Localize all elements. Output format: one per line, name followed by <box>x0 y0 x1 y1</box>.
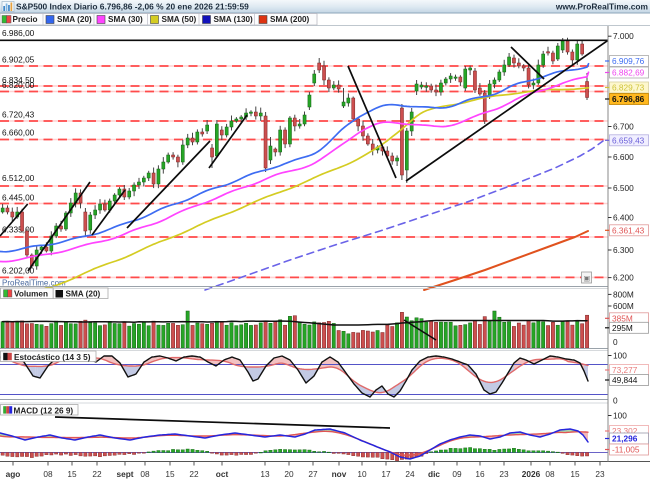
svg-text:ago: ago <box>6 469 21 479</box>
svg-text:23: 23 <box>595 469 605 479</box>
svg-text:6.335,00: 6.335,00 <box>2 225 35 235</box>
svg-text:2026: 2026 <box>522 469 541 479</box>
svg-text:23: 23 <box>499 469 509 479</box>
svg-text:09: 09 <box>452 469 462 479</box>
svg-text:6.445,00: 6.445,00 <box>2 193 35 203</box>
svg-text:0: 0 <box>613 396 618 406</box>
svg-text:6.834,50: 6.834,50 <box>2 75 35 85</box>
svg-text:6.829,73: 6.829,73 <box>612 83 645 93</box>
svg-text:73,277: 73,277 <box>612 365 638 375</box>
svg-text:08: 08 <box>43 469 53 479</box>
svg-text:6.882,69: 6.882,69 <box>612 68 645 78</box>
svg-text:6.300: 6.300 <box>613 245 634 255</box>
svg-text:6.820,00: 6.820,00 <box>2 80 35 90</box>
svg-text:15: 15 <box>67 469 77 479</box>
svg-text:6.600: 6.600 <box>613 152 634 162</box>
svg-text:6.902,05: 6.902,05 <box>2 55 35 65</box>
svg-text:MACD (12 26 9): MACD (12 26 9) <box>14 406 74 415</box>
svg-text:oct: oct <box>216 469 229 479</box>
svg-text:SMA (200): SMA (200) <box>270 15 310 24</box>
svg-text:7.000: 7.000 <box>613 31 634 41</box>
svg-text:22: 22 <box>189 469 199 479</box>
svg-text:385M: 385M <box>612 313 633 323</box>
svg-text:17: 17 <box>381 469 391 479</box>
svg-text:6.659,43: 6.659,43 <box>612 135 645 145</box>
svg-text:nov: nov <box>332 469 347 479</box>
svg-text:22: 22 <box>92 469 102 479</box>
svg-text:SMA (130): SMA (130) <box>214 15 254 24</box>
svg-text:sept: sept <box>116 469 133 479</box>
svg-text:15: 15 <box>570 469 580 479</box>
svg-text:6.361,43: 6.361,43 <box>612 225 645 235</box>
svg-text:6.700: 6.700 <box>613 122 634 132</box>
svg-text:16: 16 <box>475 469 485 479</box>
svg-text:23,302: 23,302 <box>612 426 638 436</box>
svg-text:dic: dic <box>428 469 440 479</box>
svg-text:6.909,76: 6.909,76 <box>612 56 645 66</box>
svg-text:100: 100 <box>613 351 627 361</box>
svg-text:6.400: 6.400 <box>613 213 634 223</box>
svg-text:Precio: Precio <box>13 15 38 24</box>
svg-text:S&P500 Index Diario 6.796,86 -: S&P500 Index Diario 6.796,86 -2,06 % 20 … <box>16 2 249 12</box>
svg-text:6.202,00: 6.202,00 <box>2 266 35 276</box>
svg-text:13: 13 <box>260 469 270 479</box>
svg-text:Volumen: Volumen <box>14 290 48 299</box>
svg-text:10: 10 <box>357 469 367 479</box>
svg-text:15: 15 <box>165 469 175 479</box>
svg-text:08: 08 <box>545 469 555 479</box>
svg-text:6.200: 6.200 <box>613 273 634 283</box>
svg-text:6.512,00: 6.512,00 <box>2 173 35 183</box>
svg-text:6.660,00: 6.660,00 <box>2 128 35 138</box>
svg-text:20: 20 <box>284 469 294 479</box>
svg-text:600M: 600M <box>613 301 634 311</box>
svg-text:SMA (20): SMA (20) <box>57 15 92 24</box>
svg-text:www.ProRealTime.com: www.ProRealTime.com <box>555 2 648 12</box>
svg-text:6.796,86: 6.796,86 <box>612 94 645 104</box>
svg-text:6.720,43: 6.720,43 <box>2 110 35 120</box>
svg-text:ProRealTime.com: ProRealTime.com <box>2 279 66 288</box>
svg-text:▣: ▣ <box>584 276 591 283</box>
svg-text:6.500: 6.500 <box>613 183 634 193</box>
svg-text:08: 08 <box>140 469 150 479</box>
svg-text:24: 24 <box>405 469 415 479</box>
svg-text:Estocástico (14 3 5): Estocástico (14 3 5) <box>14 353 91 362</box>
svg-text:295M: 295M <box>612 323 633 333</box>
svg-text:49,844: 49,844 <box>612 375 638 385</box>
svg-text:SMA (50): SMA (50) <box>162 15 197 24</box>
svg-text:21,296: 21,296 <box>612 434 638 444</box>
svg-text:27: 27 <box>308 469 318 479</box>
svg-text:SMA (30): SMA (30) <box>108 15 143 24</box>
svg-text:-11,005: -11,005 <box>612 445 640 455</box>
svg-text:800M: 800M <box>613 289 634 299</box>
svg-text:6.986,00: 6.986,00 <box>2 28 35 38</box>
svg-text:SMA (20): SMA (20) <box>66 290 101 299</box>
svg-text:0: 0 <box>613 337 618 347</box>
svg-text:100: 100 <box>613 411 627 421</box>
